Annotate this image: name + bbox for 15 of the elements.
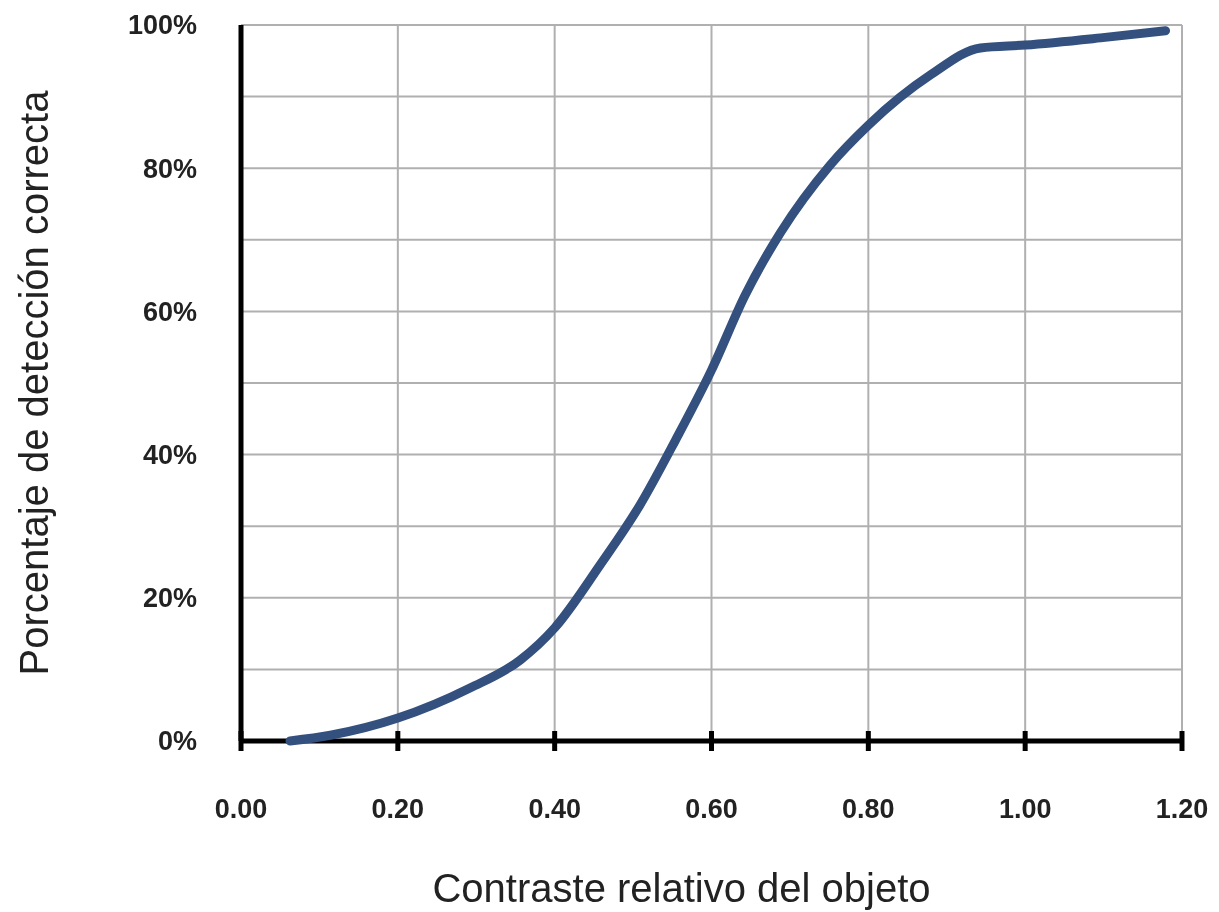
y-tick-label: 100% <box>127 10 197 41</box>
x-tick-label: 0.20 <box>371 794 425 824</box>
x-tick-label: 0.60 <box>685 794 738 824</box>
x-tick-label: 0.00 <box>214 794 268 824</box>
y-tick-label: 20% <box>142 583 197 614</box>
x-tick-label: 1.20 <box>1155 794 1209 824</box>
x-tick-label: 1.00 <box>998 794 1052 824</box>
x-tick-label: 0.40 <box>528 794 581 824</box>
y-tick-label: 60% <box>142 296 197 327</box>
y-tick-label: 80% <box>142 153 197 184</box>
y-tick-label: 0% <box>157 726 197 757</box>
x-axis-title: Contraste relativo del objeto <box>432 866 931 910</box>
x-tick-label: 0.80 <box>842 794 895 824</box>
y-axis-title: Porcentaje de detección correcta <box>12 89 56 676</box>
y-tick-label: 40% <box>142 440 197 471</box>
